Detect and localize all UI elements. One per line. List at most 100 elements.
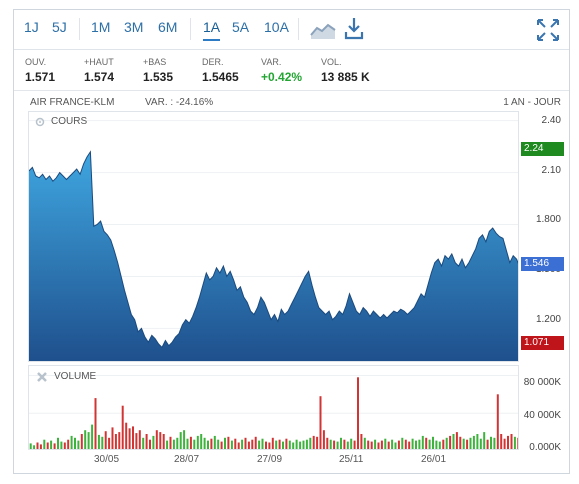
volume-bar: [421, 435, 424, 449]
x-tick: 25/11: [339, 454, 364, 465]
line-chart-icon[interactable]: [310, 19, 336, 41]
volume-y-tick: 0.000K: [529, 442, 561, 453]
volume-bar: [135, 433, 138, 449]
volume-bar: [483, 432, 486, 449]
volume-bar: [80, 434, 83, 449]
volume-bar: [84, 430, 87, 449]
volume-bar: [452, 434, 455, 449]
volume-bar: [476, 434, 479, 449]
period-5d-button[interactable]: 5J: [52, 19, 67, 35]
period-5y-button[interactable]: 5A: [232, 19, 250, 35]
volume-y-tick: 40 000K: [523, 410, 561, 421]
settings-gear-icon[interactable]: [34, 116, 46, 128]
quote-high: +HAUT 1.574: [84, 57, 114, 84]
volume-bar: [479, 438, 482, 449]
y-tick: 2.10: [541, 165, 561, 176]
volume-bar: [70, 435, 73, 449]
volume-bar: [435, 440, 438, 449]
download-icon[interactable]: [344, 17, 364, 41]
volume-bar: [404, 439, 407, 449]
volume-bar: [183, 430, 186, 449]
volume-bar: [408, 441, 411, 449]
volume-bar: [490, 436, 492, 449]
expand-arrows-icon[interactable]: [536, 18, 560, 42]
volume-bar: [149, 439, 151, 449]
volume-bar: [94, 398, 97, 449]
quote-high-label: +HAUT: [84, 57, 114, 67]
quote-high-value: 1.574: [84, 70, 115, 84]
y-tick: 1.800: [535, 214, 561, 225]
volume-bar: [387, 441, 390, 449]
quote-change-value: +0.42%: [261, 70, 303, 84]
quote-volume-value: 13 885 K: [321, 70, 370, 84]
volume-bar: [224, 437, 226, 449]
volume-bar: [305, 439, 308, 449]
volume-bar: [155, 430, 158, 449]
volume-bar: [507, 435, 509, 449]
volume-bar: [309, 437, 312, 449]
volume-panel[interactable]: VOLUME: [28, 365, 519, 450]
volume-bar: [377, 442, 380, 449]
volume-bar: [67, 439, 70, 449]
price-panel[interactable]: COURS: [28, 111, 519, 362]
volume-bar: [411, 438, 414, 449]
volume-bar: [343, 439, 346, 449]
volume-bar: [87, 432, 90, 449]
period-1d-button[interactable]: 1J: [24, 19, 39, 35]
volume-bar: [227, 436, 230, 449]
volume-bar: [268, 442, 271, 449]
volume-bar: [384, 438, 387, 449]
volume-bar: [162, 434, 165, 449]
volume-bar: [77, 440, 80, 449]
volume-bar: [326, 437, 329, 449]
quote-last: DER. 1.5465: [202, 57, 239, 84]
quote-open-label: OUV.: [25, 57, 47, 67]
volume-bar: [207, 440, 209, 449]
volume-bar: [370, 441, 373, 449]
stock-chart-widget: 1J 5J 1M 3M 6M 1A 5A 10A: [13, 9, 570, 474]
volume-bar: [275, 440, 278, 449]
period-1y-button[interactable]: 1A: [203, 19, 221, 41]
quote-open-value: 1.571: [25, 70, 56, 84]
volume-bar: [353, 440, 356, 449]
volume-bar: [220, 441, 223, 449]
volume-bar: [145, 434, 148, 449]
volume-bar: [397, 440, 400, 449]
period-6m-button[interactable]: 6M: [158, 19, 178, 35]
volume-bar: [455, 432, 458, 449]
volume-bar: [282, 441, 284, 449]
close-icon[interactable]: [36, 371, 48, 383]
volume-bar: [340, 437, 342, 449]
volume-bar: [438, 441, 441, 449]
period-3m-button[interactable]: 3M: [124, 19, 144, 35]
volume-bar: [63, 442, 66, 449]
volume-bar: [449, 435, 452, 449]
x-tick: 27/09: [257, 454, 283, 465]
volume-bar: [179, 432, 182, 449]
volume-y-tick: 80 000K: [523, 377, 561, 388]
volume-bar: [312, 435, 315, 449]
divider: [190, 18, 191, 40]
volume-bar: [53, 443, 56, 449]
volume-bar: [288, 440, 291, 449]
volume-bar: [367, 440, 370, 449]
volume-bar: [121, 405, 124, 449]
volume-bar: [172, 439, 175, 449]
volume-bar: [432, 436, 434, 449]
volume-bar: [425, 437, 428, 449]
volume-bar: [462, 438, 465, 449]
volume-bar: [104, 431, 107, 449]
period-10y-button[interactable]: 10A: [264, 19, 289, 35]
volume-bar: [316, 436, 319, 449]
volume-bar: [394, 442, 397, 449]
volume-bar: [43, 439, 46, 449]
y-tick: 2.40: [541, 115, 561, 126]
volume-bar: [360, 434, 363, 449]
price-line: [29, 150, 518, 349]
quote-volume: VOL. 13 885 K: [321, 57, 370, 84]
quote-low-value: 1.535: [143, 70, 174, 84]
period-1m-button[interactable]: 1M: [91, 19, 111, 35]
volume-bar: [466, 439, 469, 449]
volume-bar: [142, 437, 145, 449]
volume-bar: [445, 437, 448, 449]
